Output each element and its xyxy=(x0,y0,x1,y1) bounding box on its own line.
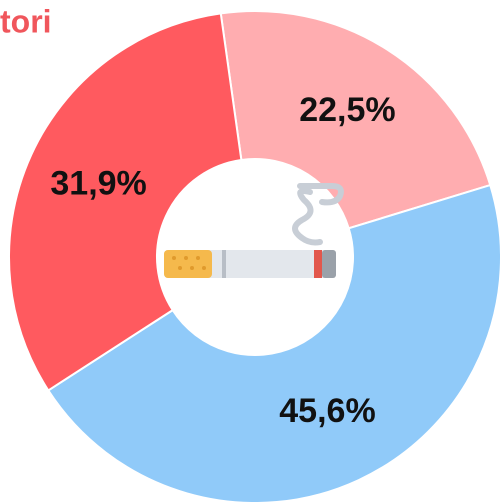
slice-label: 45,6% xyxy=(279,392,375,430)
cigarette-icon xyxy=(164,183,344,278)
slices xyxy=(8,10,501,502)
slice-label: 22,5% xyxy=(299,91,395,129)
slice-label: 31,9% xyxy=(50,164,146,202)
chart-title: tori xyxy=(0,3,52,39)
